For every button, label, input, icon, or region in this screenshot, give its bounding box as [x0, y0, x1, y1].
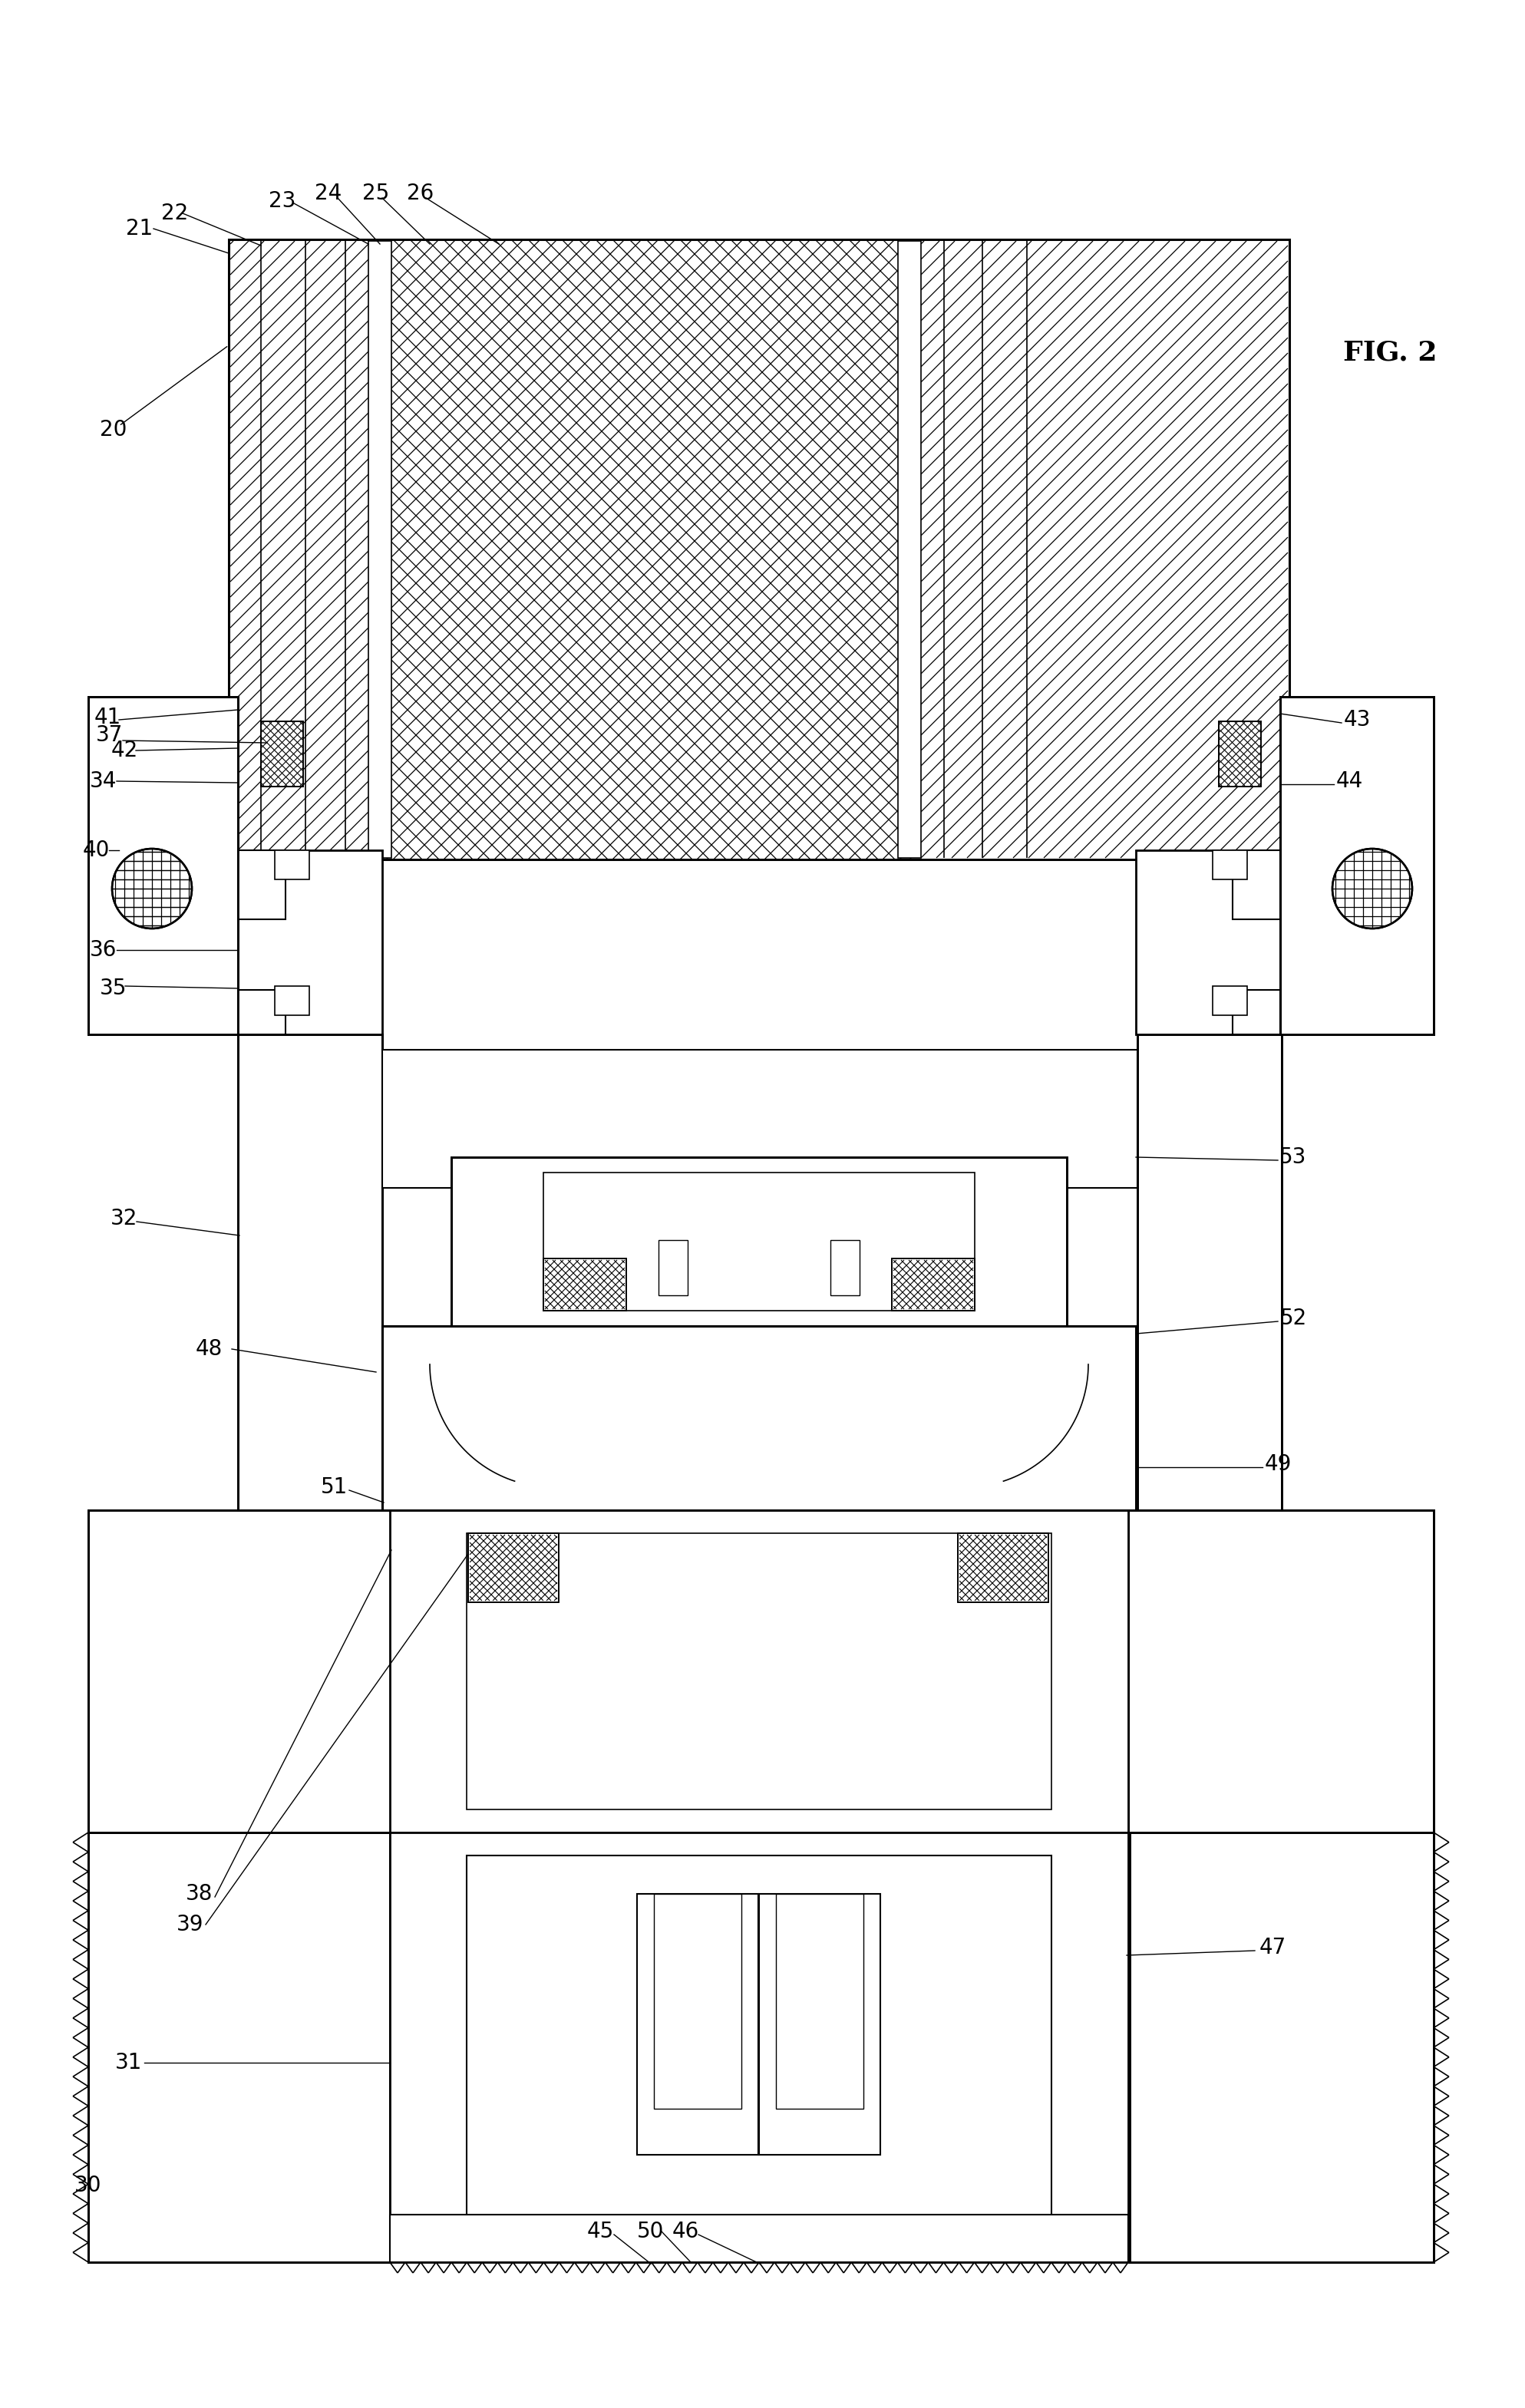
Bar — [1138, 1035, 1281, 1510]
Text: 26: 26 — [407, 183, 435, 205]
Bar — [1218, 722, 1261, 787]
Bar — [383, 1327, 1136, 1510]
Bar — [543, 1259, 627, 1310]
Bar — [1128, 1510, 1434, 1832]
Bar — [892, 1259, 974, 1310]
Bar — [238, 850, 285, 920]
Text: 30: 30 — [75, 2174, 102, 2196]
Text: 20: 20 — [101, 419, 127, 441]
Text: 44: 44 — [1336, 771, 1363, 792]
Text: 53: 53 — [1279, 1146, 1307, 1168]
Text: 34: 34 — [90, 771, 117, 792]
Bar — [88, 1510, 392, 1832]
Bar — [1232, 990, 1279, 1035]
Bar — [637, 1893, 758, 2155]
Bar — [383, 1327, 1138, 1510]
Bar — [238, 990, 285, 1035]
Bar — [1279, 696, 1434, 1035]
Bar — [1136, 850, 1279, 1035]
Bar — [383, 1050, 1138, 1187]
Text: 32: 32 — [111, 1209, 137, 1230]
Bar — [261, 722, 303, 787]
Bar — [468, 1534, 558, 1601]
Bar — [238, 1035, 383, 1510]
Text: 35: 35 — [101, 978, 127, 999]
Bar — [90, 698, 236, 1033]
Text: 31: 31 — [116, 2052, 142, 2073]
Bar — [543, 1173, 974, 1310]
Bar — [1218, 722, 1261, 787]
Text: 48: 48 — [195, 1339, 223, 1361]
Bar — [543, 1259, 627, 1310]
Text: 52: 52 — [1279, 1308, 1307, 1329]
Bar — [892, 1259, 974, 1310]
Bar — [467, 1534, 1051, 1808]
Text: 40: 40 — [82, 840, 110, 862]
Text: 38: 38 — [186, 1883, 214, 1905]
Bar — [468, 1534, 558, 1601]
Bar — [759, 1893, 880, 2155]
Bar — [274, 850, 310, 879]
Circle shape — [1333, 848, 1412, 929]
Bar — [1138, 1035, 1281, 1510]
Bar — [383, 1327, 1136, 1510]
Bar — [654, 1893, 741, 2109]
Bar — [1212, 850, 1247, 879]
Text: 24: 24 — [316, 183, 342, 205]
Bar — [261, 722, 303, 787]
Bar — [390, 1832, 1129, 2261]
Bar — [467, 1857, 1051, 2239]
Bar — [659, 1240, 688, 1296]
Bar — [390, 1510, 1129, 1832]
Bar — [229, 238, 1289, 860]
Bar — [958, 1534, 1048, 1601]
Bar — [776, 1893, 863, 2109]
Text: 45: 45 — [587, 2220, 613, 2242]
Text: 36: 36 — [90, 939, 117, 961]
Bar — [451, 1158, 1068, 1327]
Bar — [898, 241, 921, 857]
Text: 47: 47 — [1260, 1936, 1286, 1958]
Bar — [369, 241, 392, 857]
Bar — [831, 1240, 860, 1296]
Bar — [451, 1158, 1068, 1327]
Text: 46: 46 — [673, 2220, 698, 2242]
Text: FIG. 2: FIG. 2 — [1344, 340, 1437, 366]
Bar — [369, 241, 392, 857]
Bar — [1130, 1832, 1434, 2261]
Text: 37: 37 — [96, 725, 124, 746]
Bar — [88, 1832, 390, 2261]
Bar — [898, 241, 921, 857]
Bar — [229, 238, 1289, 860]
Text: 21: 21 — [127, 219, 153, 238]
Bar — [88, 696, 238, 1035]
Text: 23: 23 — [268, 190, 296, 212]
Bar — [958, 1534, 1048, 1601]
Bar — [390, 2215, 1129, 2261]
Text: 25: 25 — [363, 183, 389, 205]
Bar — [88, 1832, 390, 2261]
Bar — [88, 1510, 392, 1832]
Text: 42: 42 — [111, 739, 137, 761]
Text: 41: 41 — [95, 706, 120, 727]
Bar — [1130, 1832, 1434, 2261]
Bar — [88, 696, 238, 1035]
Text: 51: 51 — [320, 1476, 348, 1498]
Text: 50: 50 — [637, 2220, 665, 2242]
Text: 43: 43 — [1344, 708, 1371, 730]
Bar — [1212, 985, 1247, 1016]
Bar — [274, 985, 310, 1016]
Bar — [1232, 850, 1279, 920]
Text: 22: 22 — [162, 202, 189, 224]
Bar — [1128, 1510, 1434, 1832]
Bar — [238, 850, 383, 1035]
Bar — [1281, 698, 1432, 1033]
Bar — [1279, 696, 1434, 1035]
Bar — [238, 1035, 383, 1510]
Text: 39: 39 — [177, 1914, 204, 1936]
Circle shape — [111, 848, 192, 929]
Text: 49: 49 — [1264, 1454, 1292, 1474]
